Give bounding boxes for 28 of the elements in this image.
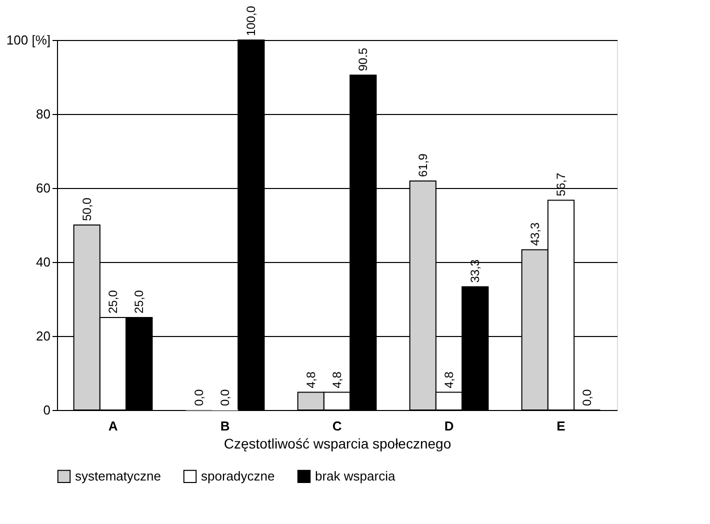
y-tick-label: 60 [36,180,50,196]
legend-label: brak wsparcia [315,468,396,484]
y-tick-label: 20 [36,328,50,344]
data-label: 90.5 [356,47,370,72]
legend-label: systematyczne [75,468,161,484]
data-label: 0,0 [192,388,206,406]
x-tick-label: D [444,418,454,434]
x-tick-label: B [220,418,230,434]
y-tick-label: 0 [43,402,50,418]
y-tick-label: 80 [36,106,50,122]
x-axis-title: Częstotliwość wsparcia społecznego [224,436,452,452]
y-tick-label: 40 [36,254,50,270]
data-label: 50,0 [80,197,94,221]
data-label: 4,8 [330,371,344,388]
data-label: 0,0 [580,388,594,406]
data-label: 61,9 [416,153,430,177]
x-tick-label: C [332,418,342,434]
data-label: 0,0 [218,388,232,406]
data-label: 43,3 [528,222,542,246]
y-tick-label: 100 [%] [6,32,50,48]
data-label: 4,8 [304,371,318,388]
data-label: 25,0 [106,290,120,314]
x-tick-label: A [108,418,118,434]
data-label: 100,0 [244,6,258,36]
data-label: 4,8 [442,371,456,388]
legend-label: sporadyczne [201,468,275,484]
data-label: 25,0 [132,290,146,314]
x-tick-label: E [556,418,566,434]
